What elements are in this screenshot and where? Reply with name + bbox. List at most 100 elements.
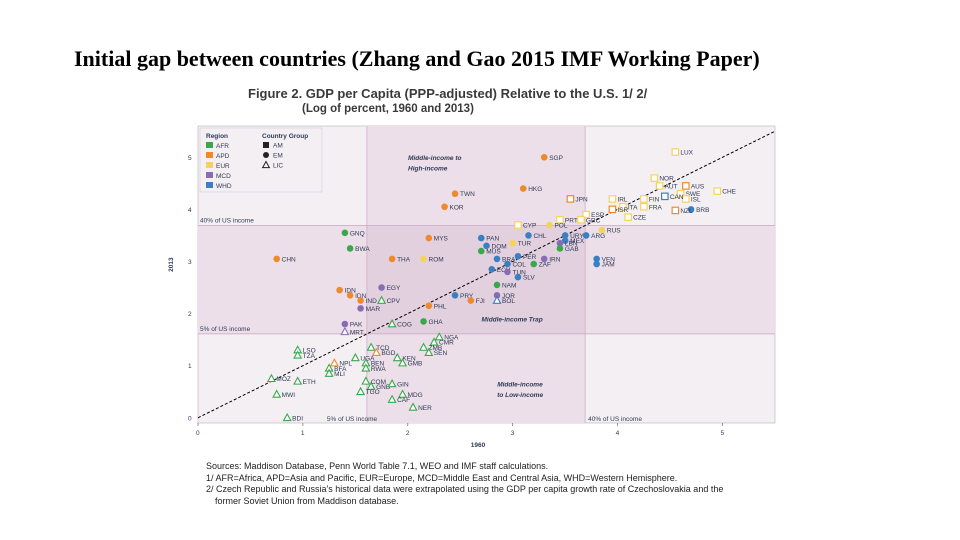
point-sen [424,347,434,357]
point-label: CAF [397,397,410,404]
point-mdg [398,389,408,398]
point-label: GMB [408,361,423,368]
point-pan [477,234,485,242]
y-axis-label: 2013 [168,257,175,272]
ref-label-5pct-y: 5% of US income [200,326,251,333]
point-ita [619,202,627,211]
point-label: GIN [397,381,409,388]
legend-marker-em [263,152,269,158]
point-gab [556,245,564,252]
legend-region-title: Region [206,133,228,140]
legend-box [199,127,323,193]
point-zmb [419,342,429,351]
point-pry [451,292,459,299]
note-line: 1/ AFR=Africa, APD=Asia and Pacific, EUR… [206,472,678,483]
point-label: NAM [502,282,516,289]
figure-subtitle: (Log of percent, 1960 and 2013) [302,103,474,115]
point-label: CMR [439,340,454,347]
point-phl [425,302,433,310]
point-label: GRC [586,217,601,224]
legend-swatch-apd [206,152,213,158]
point-chn [273,255,280,263]
y-tick-label: 4 [188,207,192,214]
point-mex [561,237,569,244]
point-dom [483,242,490,250]
point-npl [329,358,339,367]
point-label: BEN [371,361,385,368]
note-line: former Soviet Union from Maddison databa… [215,495,399,506]
note-line: 2/ Czech Republic and Russia's historica… [206,484,724,494]
point-label: CHN [282,256,296,263]
point-label: SWE [686,191,701,198]
point-label: ISR [617,207,628,214]
point-label: PAN [486,236,499,243]
point-egy [378,284,385,291]
point-label: GAB [565,246,579,253]
point-label: AUT [665,183,678,190]
point-nam [493,281,501,289]
point-cpv [377,295,387,304]
legend-group-label: AM [273,143,283,150]
point-label: LBN [565,241,578,248]
point-mli [324,368,334,377]
point-bol [492,295,502,304]
point-uga [350,352,360,362]
point-label: TWN [460,191,475,198]
point-gin [387,378,397,388]
point-label: VEN [602,256,616,263]
point-cze [624,213,632,221]
legend-region-label: MCD [216,173,231,180]
y-tick-label: 1 [188,363,192,370]
point-label: ZMB [429,345,443,352]
point-label: CZE [633,215,647,222]
x-tick-label: 4 [616,430,620,437]
annotation: Middle-income Trap [481,316,542,323]
point-fji [467,297,475,304]
point-ecu [488,265,496,273]
point-label: FIN [649,196,660,203]
ref-label-40pct-x: 40% of US income [588,416,642,423]
point-grc [577,215,585,224]
point-label: TZA [303,353,316,360]
point-nzl [671,206,680,215]
point-label: IRN [549,256,561,263]
point-isr [608,205,617,214]
point-fra [640,202,648,211]
point-eth [293,376,303,385]
point-cyp [514,221,522,229]
point-bwa [346,245,354,252]
annotation: High-income [408,165,448,172]
point-label: ISL [691,196,701,203]
point-label: MUS [486,249,501,256]
point-label: SEN [434,350,448,357]
plot-area: 40% of US income 5% of US income 5% of US … [168,125,776,449]
point-pol [546,221,553,229]
point-label: TGO [366,389,380,396]
point-label: BGD [381,350,395,357]
point-bgd [371,347,381,357]
point-ind [357,297,364,304]
point-label: COG [397,322,412,329]
point-jpn [566,195,575,203]
point-mar [357,305,364,312]
point-label: ZAF [539,262,551,269]
point-che [713,187,722,195]
point-pak [341,320,349,328]
point-label: LSO [303,348,316,355]
point-rom [420,255,427,263]
point-label: GNQ [350,230,365,237]
point-label: ESP [591,212,604,219]
legend-group-label: EM [273,153,283,160]
legend-region-label: AFR [216,143,229,150]
point-label: BRA [502,256,516,263]
point-rus [598,226,606,234]
point-label: KOR [450,204,464,211]
legend-region-label: EUR [216,163,230,170]
x-tick-label: 3 [511,430,515,437]
y-tick-label: 2 [188,311,192,318]
point-label: NPL [339,361,352,368]
point-label: KEN [402,355,416,362]
annotation: Middle-income to [408,155,461,162]
legend-marker-am [263,142,269,148]
point-idn [346,292,354,299]
